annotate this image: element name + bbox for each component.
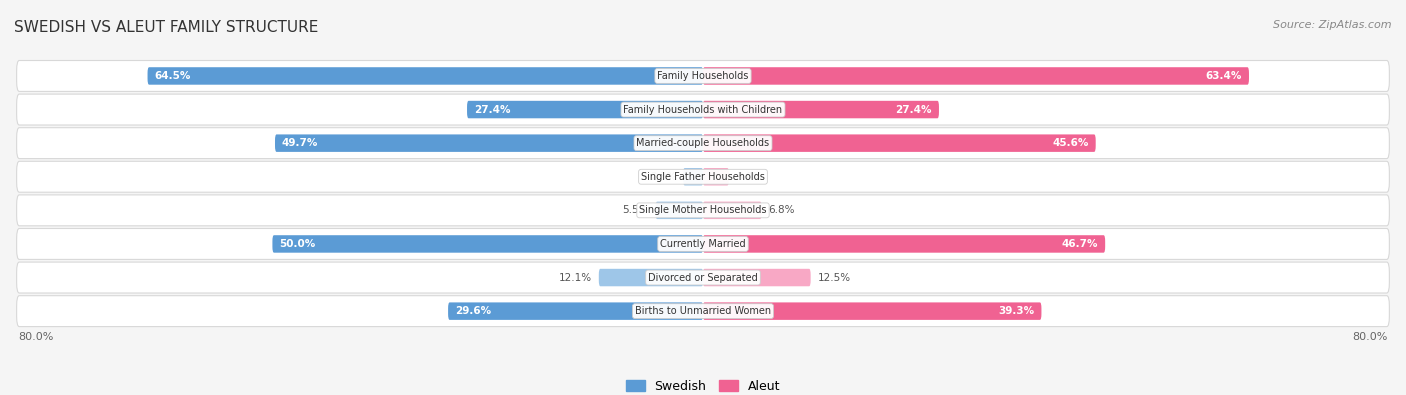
FancyBboxPatch shape <box>273 235 703 253</box>
Text: 3.0%: 3.0% <box>735 172 762 182</box>
FancyBboxPatch shape <box>703 303 1042 320</box>
FancyBboxPatch shape <box>17 262 1389 293</box>
FancyBboxPatch shape <box>17 128 1389 159</box>
Text: 39.3%: 39.3% <box>998 306 1035 316</box>
Text: Single Mother Households: Single Mother Households <box>640 205 766 215</box>
Text: Source: ZipAtlas.com: Source: ZipAtlas.com <box>1274 20 1392 30</box>
FancyBboxPatch shape <box>17 195 1389 226</box>
Text: 63.4%: 63.4% <box>1206 71 1241 81</box>
FancyBboxPatch shape <box>655 201 703 219</box>
Text: Family Households with Children: Family Households with Children <box>623 105 783 115</box>
FancyBboxPatch shape <box>17 60 1389 91</box>
FancyBboxPatch shape <box>276 134 703 152</box>
Text: Married-couple Households: Married-couple Households <box>637 138 769 148</box>
Legend: Swedish, Aleut: Swedish, Aleut <box>621 375 785 395</box>
Text: 80.0%: 80.0% <box>18 332 53 342</box>
FancyBboxPatch shape <box>703 201 762 219</box>
FancyBboxPatch shape <box>17 228 1389 260</box>
FancyBboxPatch shape <box>17 296 1389 327</box>
Text: Single Father Households: Single Father Households <box>641 172 765 182</box>
Text: 80.0%: 80.0% <box>1353 332 1388 342</box>
Text: Family Households: Family Households <box>658 71 748 81</box>
Text: 5.5%: 5.5% <box>623 205 648 215</box>
Text: 50.0%: 50.0% <box>280 239 315 249</box>
Text: 12.1%: 12.1% <box>558 273 592 282</box>
FancyBboxPatch shape <box>148 67 703 85</box>
FancyBboxPatch shape <box>17 94 1389 125</box>
FancyBboxPatch shape <box>703 269 811 286</box>
Text: SWEDISH VS ALEUT FAMILY STRUCTURE: SWEDISH VS ALEUT FAMILY STRUCTURE <box>14 20 318 35</box>
Text: Divorced or Separated: Divorced or Separated <box>648 273 758 282</box>
Text: 27.4%: 27.4% <box>896 105 932 115</box>
Text: 6.8%: 6.8% <box>769 205 794 215</box>
Text: 29.6%: 29.6% <box>456 306 491 316</box>
FancyBboxPatch shape <box>467 101 703 118</box>
Text: 46.7%: 46.7% <box>1062 239 1098 249</box>
Text: Currently Married: Currently Married <box>661 239 745 249</box>
FancyBboxPatch shape <box>703 168 728 186</box>
FancyBboxPatch shape <box>683 168 703 186</box>
FancyBboxPatch shape <box>703 235 1105 253</box>
FancyBboxPatch shape <box>703 67 1249 85</box>
Text: 12.5%: 12.5% <box>817 273 851 282</box>
Text: 49.7%: 49.7% <box>281 138 318 148</box>
FancyBboxPatch shape <box>17 161 1389 192</box>
Text: 27.4%: 27.4% <box>474 105 510 115</box>
FancyBboxPatch shape <box>703 101 939 118</box>
Text: Births to Unmarried Women: Births to Unmarried Women <box>636 306 770 316</box>
FancyBboxPatch shape <box>449 303 703 320</box>
FancyBboxPatch shape <box>599 269 703 286</box>
FancyBboxPatch shape <box>703 134 1095 152</box>
Text: 2.3%: 2.3% <box>650 172 676 182</box>
Text: 45.6%: 45.6% <box>1053 138 1088 148</box>
Text: 64.5%: 64.5% <box>155 71 191 81</box>
